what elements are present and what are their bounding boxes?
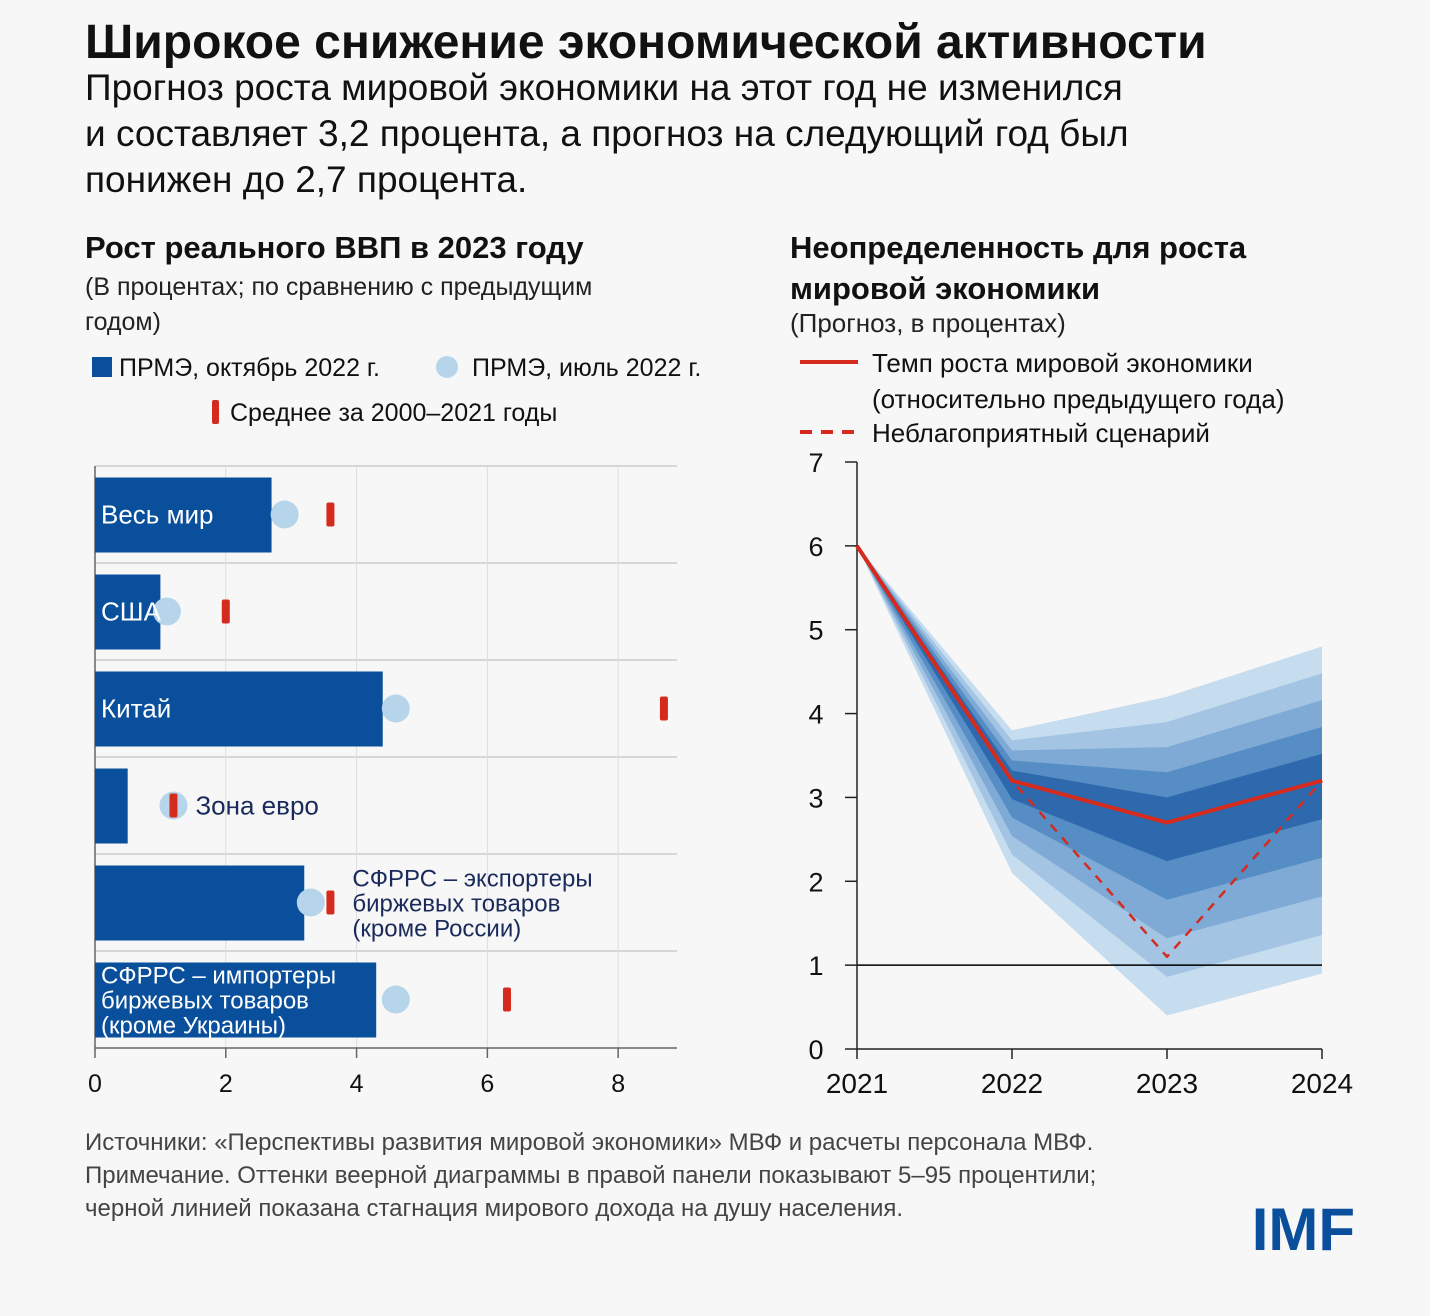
legend-swatch bbox=[92, 357, 112, 377]
logo: IMF bbox=[1252, 1196, 1355, 1263]
bar bbox=[95, 671, 383, 747]
bar bbox=[95, 865, 305, 941]
bar bbox=[95, 768, 128, 844]
category-label: Китай bbox=[101, 694, 171, 724]
x-tick-label: 6 bbox=[480, 1070, 494, 1098]
y-tick-label: 2 bbox=[808, 867, 823, 897]
y-tick-label: 0 bbox=[808, 1035, 823, 1065]
july-marker bbox=[296, 888, 325, 917]
july-marker bbox=[381, 694, 410, 723]
bar bbox=[95, 574, 161, 650]
july-marker bbox=[381, 985, 410, 1014]
chart-title: Рост реального ВВП в 2023 году bbox=[85, 230, 584, 265]
legend-label: ПРМЭ, октябрь 2022 г. bbox=[119, 354, 380, 382]
legend-swatch bbox=[212, 400, 219, 424]
x-tick-label: 4 bbox=[350, 1070, 364, 1098]
legend-swatch bbox=[436, 356, 458, 378]
category-label: США bbox=[101, 597, 162, 627]
average-marker bbox=[169, 793, 178, 818]
category-label: СФРРС – импортеры биржевых товаров (кроме … bbox=[101, 963, 336, 1040]
y-tick-label: 6 bbox=[808, 532, 823, 562]
chart-subtitle: (Прогноз, в процентах) bbox=[790, 308, 1066, 338]
average-marker bbox=[326, 502, 335, 527]
chart-title: Неопределенность для роста мировой эконом… bbox=[790, 230, 1247, 306]
chart-subtitle: (В процентах; по сравнению с предыдущим г… bbox=[85, 273, 592, 336]
bar bbox=[95, 962, 377, 1038]
y-tick-label: 7 bbox=[808, 448, 823, 478]
average-marker bbox=[326, 890, 335, 915]
july-marker bbox=[152, 597, 181, 626]
growth-line bbox=[855, 544, 1323, 825]
x-tick-label: 2024 bbox=[1291, 1068, 1353, 1099]
y-tick-label: 1 bbox=[808, 951, 823, 981]
legend-label: Неблагоприятный сценарий bbox=[872, 418, 1210, 448]
y-tick-label: 5 bbox=[808, 616, 823, 646]
fan-band bbox=[857, 545, 1322, 862]
y-tick-label: 3 bbox=[808, 783, 823, 813]
sources: Источники: «Перспективы развития мировой… bbox=[85, 1129, 1093, 1156]
y-tick-label: 4 bbox=[808, 700, 823, 730]
legend-label: ПРМЭ, июль 2022 г. bbox=[472, 354, 701, 382]
bar bbox=[95, 477, 272, 553]
x-tick-label: 2023 bbox=[1136, 1068, 1198, 1099]
page-title: Широкое снижение экономической активност… bbox=[85, 16, 1207, 69]
x-tick-label: 2 bbox=[219, 1070, 233, 1098]
x-tick-label: 0 bbox=[88, 1070, 102, 1098]
page-subtitle: Прогноз роста мировой экономики на этот … bbox=[85, 67, 1129, 200]
legend-label: Среднее за 2000–2021 годы bbox=[230, 399, 557, 427]
average-marker bbox=[221, 599, 230, 624]
x-tick-label: 2021 bbox=[826, 1068, 888, 1099]
july-marker bbox=[270, 500, 299, 529]
x-tick-label: 8 bbox=[611, 1070, 625, 1098]
category-label: СФРРС – экспортеры биржевых товаров (кроме… bbox=[352, 866, 592, 943]
category-label: Зона евро bbox=[195, 791, 318, 821]
average-marker bbox=[659, 696, 668, 721]
x-tick-label: 2022 bbox=[981, 1068, 1043, 1099]
category-label: Весь мир bbox=[101, 500, 213, 530]
legend-label: Темп роста мировой экономики (относительн… bbox=[872, 348, 1284, 414]
note: Примечание. Оттенки веерной диаграммы в … bbox=[85, 1162, 1096, 1222]
average-marker bbox=[502, 987, 511, 1012]
